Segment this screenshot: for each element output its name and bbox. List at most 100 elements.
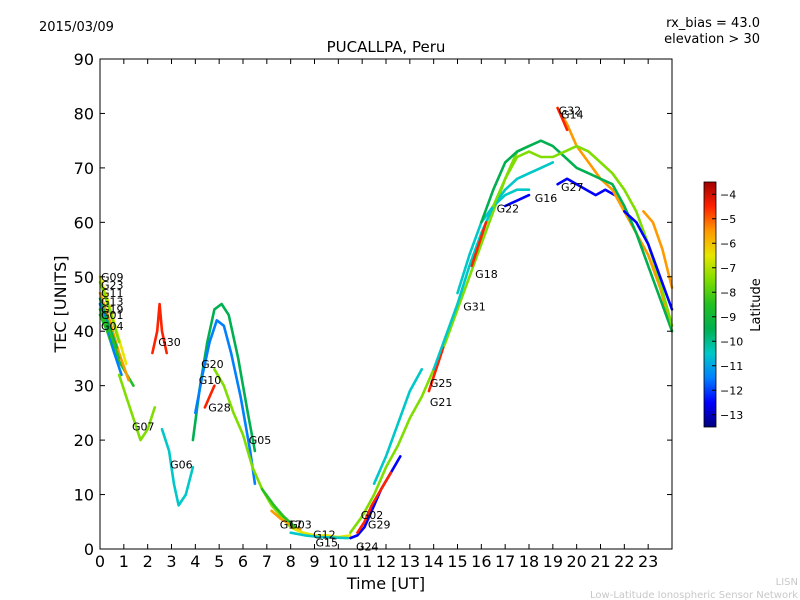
satellite-label: G03 [289,519,312,532]
series-g16 [503,193,531,208]
x-tick-label: 22 [614,552,634,571]
series-g26 [480,139,674,333]
satellite-label: G28 [208,401,231,414]
y-tick-label: 10 [74,486,94,505]
x-tick-label: 3 [166,552,176,571]
x-tick-label: 12 [376,552,396,571]
series-g30 [151,302,168,355]
series-g06 [160,427,195,507]
x-tick-label: 21 [590,552,610,571]
satellite-label: G12 [313,528,336,541]
series-g08 [492,144,674,328]
y-tick-label: 70 [74,159,94,178]
colorbar-tick-label: −6 [720,237,736,250]
x-tick-label: 4 [190,552,200,571]
satellite-label: G18 [475,268,498,281]
x-tick-label: 6 [238,552,248,571]
x-tick-label: 15 [447,552,467,571]
satellite-label: G21 [430,396,453,409]
satellite-label: G16 [535,192,558,205]
y-axis-ticks: 0 10 20 30 40 50 60 70 80 90 [74,50,672,559]
x-tick-label: 0 [95,552,105,571]
y-tick-label: 50 [74,268,94,287]
colorbar-label: Latitude [749,278,764,332]
satellite-label: G10 [199,374,222,387]
colorbar-tick-label: −10 [720,335,743,348]
y-tick-label: 90 [74,50,94,69]
x-tick-label: 20 [566,552,586,571]
series-g14 [556,106,569,132]
footer-network: Low-Latitude Ionospheric Sensor Network [590,590,798,600]
x-tick-label: 19 [543,552,563,571]
satellite-label: G32 [559,105,582,118]
chart-date: 2015/03/09 [39,20,114,35]
x-tick-label: 14 [423,552,443,571]
y-tick-label: 0 [84,540,94,559]
x-axis-label: Time [UT] [346,574,425,593]
satellite-label: G11 [101,287,124,300]
satellite-label: G30 [158,336,181,349]
footer-lisn: LISN [776,577,798,588]
series-g05 [213,368,316,537]
colorbar-tick-label: −8 [720,286,736,299]
satellite-label: G04 [101,320,124,333]
series-g25 [372,368,424,485]
x-tick-label: 13 [400,552,420,571]
colorbar-tick-label: −11 [720,360,743,373]
series-g02 [356,471,393,534]
series-g03 [260,487,297,529]
series-g33 [642,210,674,289]
elevation-label: elevation > 30 [664,32,760,47]
x-tick-label: 23 [638,552,658,571]
satellite-label: G25 [430,377,453,390]
x-tick-label: 2 [143,552,153,571]
y-tick-label: 20 [74,431,94,450]
satellite-label: G09 [101,271,124,284]
colorbar-tick-label: −5 [720,213,736,226]
x-tick-label: 17 [495,552,515,571]
satellite-label: G31 [463,301,486,314]
satellite-label: G29 [368,519,391,532]
satellite-label: G14 [561,109,584,122]
colorbar-tick-label: −9 [720,311,736,324]
x-tick-label: 7 [262,552,272,571]
chart-title: PUCALLPA, Peru [327,38,446,56]
satellite-label: G13 [101,295,124,308]
series-g21 [427,346,445,393]
series-g10 [194,319,257,485]
satellite-label: G24 [356,540,379,553]
satellite-label: G19 [101,303,124,316]
y-axis-label: TEC [UNITS] [51,256,70,354]
series-g27 [556,177,617,197]
y-tick-label: 80 [74,104,94,123]
x-tick-label: 10 [328,552,348,571]
colorbar-tick-label: −4 [720,188,736,201]
series-g11 [98,291,130,382]
colorbar-tick-label: −12 [720,384,743,397]
colorbar-tick-label: −7 [720,262,736,275]
rx-bias-label: rx_bias = 43.0 [666,16,760,31]
series-g10b [623,210,674,311]
satellite-label: G20 [201,358,224,371]
y-tick-label: 30 [74,377,94,396]
satellite-label: G27 [561,181,584,194]
x-tick-label: 1 [119,552,129,571]
satellite-label: G23 [101,279,124,292]
series-g23 [98,280,121,344]
x-tick-label: 16 [471,552,491,571]
x-tick-label: 18 [519,552,539,571]
x-tick-label: 11 [352,552,372,571]
x-tick-label: 5 [214,552,224,571]
satellite-label: G07 [132,421,155,434]
series-g32 [556,106,674,333]
series-g01 [98,308,121,360]
plot-frame [99,58,673,550]
satellite-label: G15 [316,536,339,549]
colorbar-tick-label: −13 [720,409,743,422]
y-tick-label: 60 [74,213,94,232]
satellite-label: G06 [170,459,193,472]
series-g07 [117,373,157,442]
series-g13 [98,297,118,349]
series-g18 [470,221,488,268]
